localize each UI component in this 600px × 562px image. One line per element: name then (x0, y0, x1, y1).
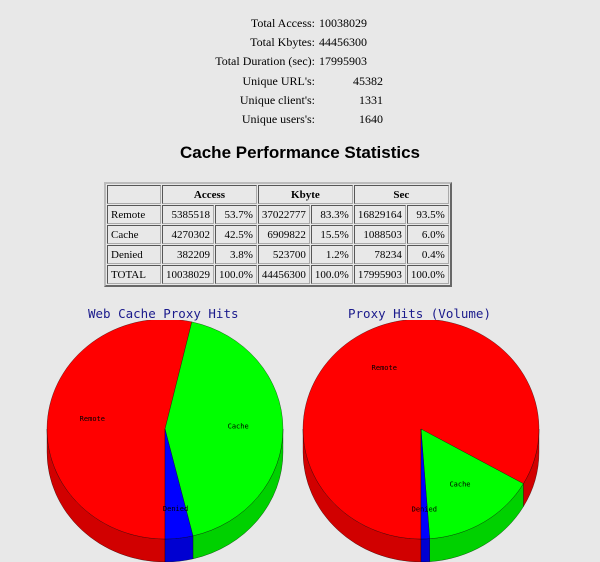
pie-label-cache: Cache (228, 423, 249, 431)
row-label: Remote (107, 205, 161, 224)
summary-value: 17995903 (319, 54, 367, 69)
cell: 93.5% (406, 205, 449, 224)
cell: 37022777 (257, 205, 310, 224)
cell: 6.0% (406, 225, 449, 244)
cell: 10038029 (162, 265, 214, 284)
cell: 42.5% (215, 225, 257, 244)
summary-label: Unique URL's: (242, 73, 316, 88)
summary-label: Unique client's: (239, 92, 315, 107)
summary-row-unique-users: Unique users's: 1640 (150, 110, 430, 129)
row-label: Denied (107, 245, 161, 264)
header-kbyte: Kbyte (257, 185, 353, 204)
stats-title: Cache Performance Statistics (180, 143, 420, 162)
pie-slice-remote (302, 320, 540, 540)
summary-row-unique-urls: Unique URL's: 45382 (150, 72, 430, 91)
pie-charts: Remote Cache Denied Remote Cache Denied (46, 320, 540, 562)
summary-label: Total Duration (sec): (215, 54, 315, 69)
header-sec: Sec (353, 185, 449, 204)
summary-value: 10038029 (319, 16, 367, 30)
cell: 4270302 (162, 225, 214, 244)
cell: 78234 (353, 245, 406, 264)
pie-label-cache: Cache (449, 481, 470, 489)
cell: 100.0% (406, 265, 449, 284)
table-corner-cell (107, 185, 161, 204)
summary-value: 45382 (353, 73, 383, 88)
table-row: Denied 382209 3.8% 523700 1.2% 78234 0.4… (107, 245, 449, 264)
cell: 53.7% (215, 205, 257, 224)
summary-row-total-duration: Total Duration (sec): 17995903 (150, 52, 430, 71)
pie-slice-cache (420, 428, 524, 539)
cell: 1088503 (353, 225, 406, 244)
summary-row-unique-clients: Unique client's: 1331 (150, 91, 430, 110)
row-label: Cache (107, 225, 161, 244)
cell: 5385518 (162, 205, 214, 224)
summary-value: 1640 (359, 112, 383, 127)
summary-label: Unique users's: (241, 112, 315, 127)
summary-label: Total Kbytes: (250, 35, 315, 50)
cell: 6909822 (257, 225, 310, 244)
cell: 44456300 (257, 265, 310, 284)
pie-slice-remote (46, 320, 193, 540)
cell: 83.3% (310, 205, 353, 224)
cell: 100.0% (215, 265, 257, 284)
pie-side-denied (420, 538, 430, 562)
table-row: Remote 5385518 53.7% 37022777 83.3% 1682… (107, 205, 449, 224)
pie-label-remote: Remote (80, 415, 105, 423)
cell: 100.0% (310, 265, 353, 284)
pie-label-remote: Remote (372, 364, 397, 372)
pie-slice-denied (164, 428, 194, 540)
summary-value: 1331 (359, 92, 383, 107)
cell: 3.8% (215, 245, 257, 264)
pie-label-denied: Denied (163, 505, 188, 513)
cell: 16829164 (353, 205, 406, 224)
cell: 15.5% (310, 225, 353, 244)
pie-side-denied (164, 535, 194, 562)
header-access: Access (162, 185, 257, 204)
performance-table: Access Kbyte Sec Remote 5385518 53.7% 37… (104, 182, 452, 287)
table-row: Cache 4270302 42.5% 6909822 15.5% 108850… (107, 225, 449, 244)
pie-slice-cache (164, 321, 284, 537)
summary-label: Total Access: (250, 16, 315, 30)
cell: 17995903 (353, 265, 406, 284)
chart-title-proxy-volume: Proxy Hits (Volume) (348, 306, 491, 321)
summary-value: 44456300 (319, 35, 367, 50)
cell: 382209 (162, 245, 214, 264)
table-header-row: Access Kbyte Sec (107, 185, 449, 204)
pie-slice-denied (420, 428, 430, 540)
cell: 0.4% (406, 245, 449, 264)
cell: 1.2% (310, 245, 353, 264)
row-label: TOTAL (107, 265, 161, 284)
table-row: TOTAL 10038029 100.0% 44456300 100.0% 17… (107, 265, 449, 284)
summary-row-total-kbytes: Total Kbytes: 44456300 (150, 33, 430, 52)
pie-label-denied: Denied (412, 505, 437, 513)
cell: 523700 (257, 245, 310, 264)
summary-block: Total Access: 10038029 Total Kbytes: 44456… (150, 14, 430, 129)
summary-row-total-access: Total Access: 10038029 (150, 14, 430, 33)
chart-title-web-cache-hits: Web Cache Proxy Hits (88, 306, 239, 321)
